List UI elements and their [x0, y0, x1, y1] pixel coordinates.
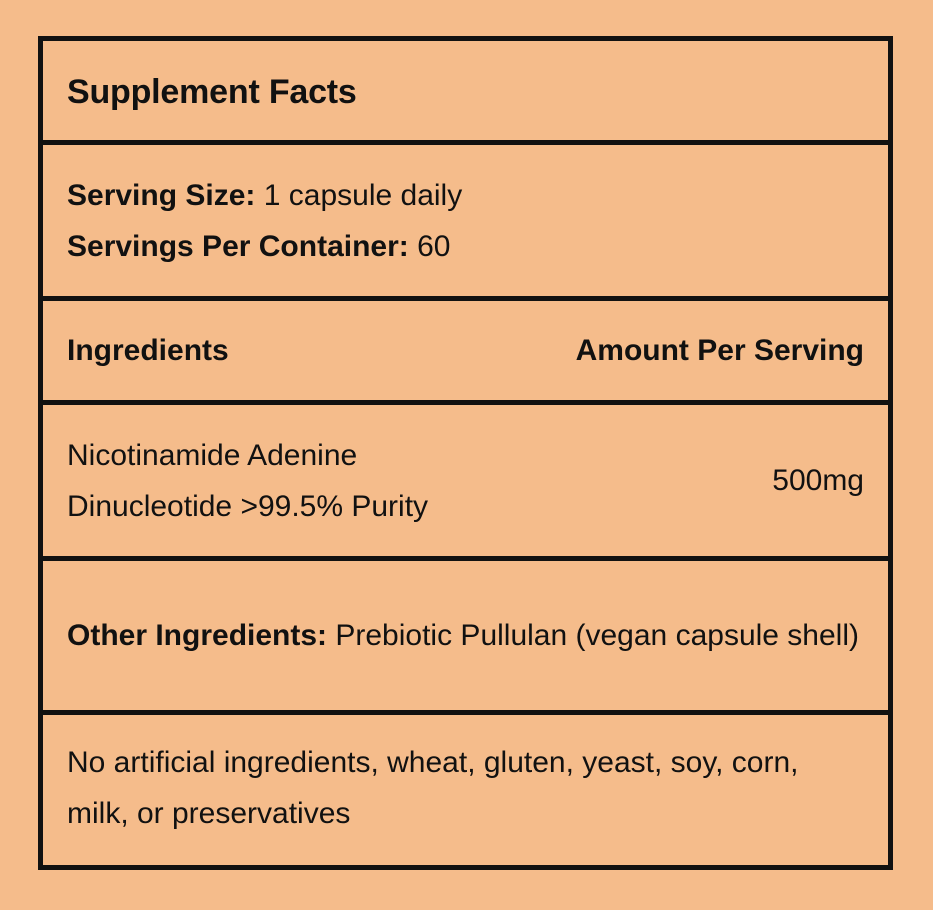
- ingredient-name-line-1: Nicotinamide Adenine: [67, 438, 358, 472]
- servings-per-container-label: Servings Per Container:: [67, 229, 409, 263]
- disclaimer-row: No artificial ingredients, wheat, gluten…: [43, 715, 888, 861]
- supplement-facts-title-row: Supplement Facts: [43, 41, 888, 145]
- column-header-amount-per-serving: Amount Per Serving: [575, 333, 864, 367]
- disclaimer-text: No artificial ingredients, wheat, gluten…: [67, 746, 799, 830]
- supplement-facts-panel: Supplement Facts Serving Size: 1 capsule…: [38, 36, 893, 870]
- serving-information-row: Serving Size: 1 capsule daily Servings P…: [43, 145, 888, 301]
- column-header-ingredients: Ingredients: [67, 333, 229, 367]
- servings-per-container-value: 60: [417, 229, 451, 263]
- ingredient-name-line-2: Dinucleotide >99.5% Purity: [67, 489, 429, 523]
- other-ingredients-row: Other Ingredients: Prebiotic Pullulan (v…: [43, 561, 888, 715]
- other-ingredients-label: Other Ingredients:: [67, 619, 328, 652]
- table-row: Nicotinamide Adenine Dinucleotide >99.5% …: [43, 405, 888, 561]
- other-ingredients-text: Other Ingredients: Prebiotic Pullulan (v…: [67, 610, 864, 661]
- ingredient-amount: 500mg: [772, 463, 864, 497]
- serving-size-value: 1 capsule daily: [263, 178, 463, 212]
- page-title: Supplement Facts: [67, 72, 357, 111]
- serving-size-label: Serving Size:: [67, 178, 256, 212]
- servings-per-container-line: Servings Per Container: 60: [67, 221, 864, 272]
- table-header-row: Ingredients Amount Per Serving: [43, 301, 888, 405]
- other-ingredients-value: Prebiotic Pullulan (vegan capsule shell): [335, 619, 859, 652]
- serving-size-line: Serving Size: 1 capsule daily: [67, 170, 864, 221]
- ingredient-name: Nicotinamide Adenine Dinucleotide >99.5% …: [67, 430, 695, 532]
